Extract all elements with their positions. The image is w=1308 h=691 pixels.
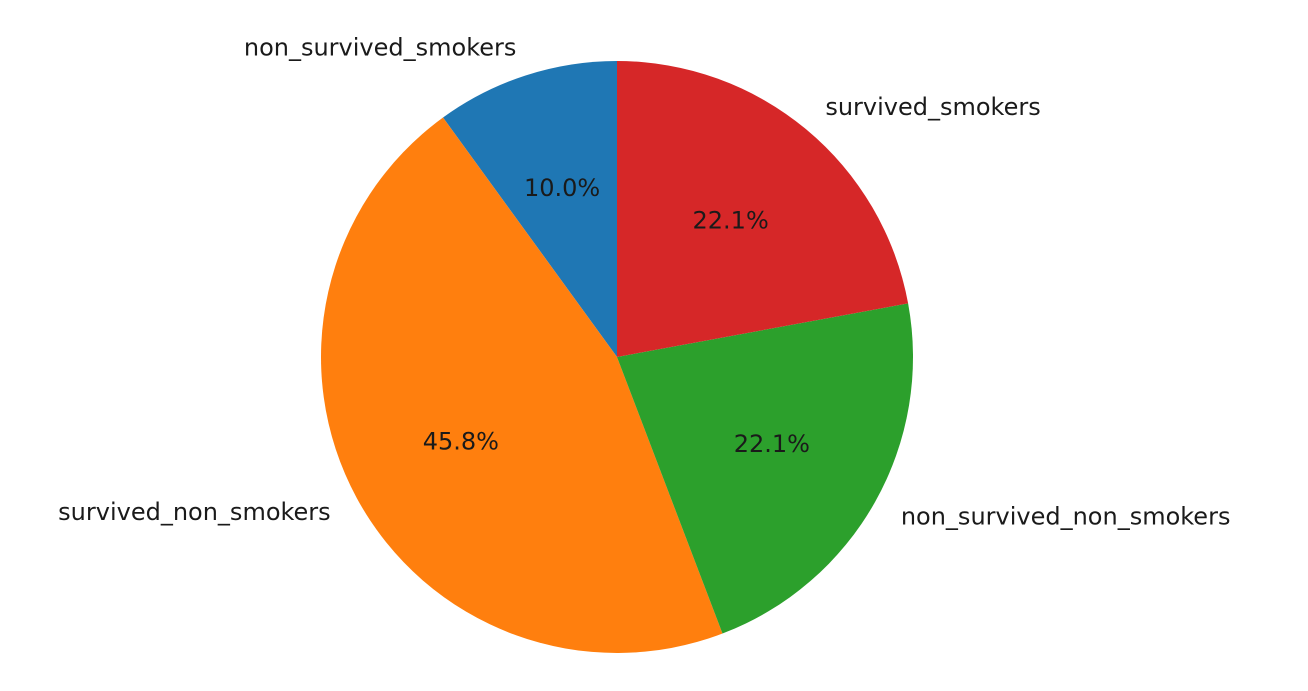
percent-label: 22.1% — [693, 207, 769, 235]
slice-label: survived_non_smokers — [58, 498, 331, 526]
slice-label: non_survived_smokers — [244, 33, 517, 61]
pie-slice-survived-non-smokers — [321, 117, 723, 653]
percent-label: 45.8% — [423, 428, 499, 456]
slice-label: survived_smokers — [825, 93, 1040, 121]
percent-labels: 10.0% 45.8% 22.1% 22.1% — [423, 174, 810, 458]
percent-label: 22.1% — [734, 430, 810, 458]
pie-slice-survived-smokers — [617, 61, 909, 357]
pie-slice-non-survived-smokers — [443, 61, 617, 357]
percent-label: 10.0% — [524, 174, 600, 202]
slice-labels: non_survived_smokers survived_non_smokers… — [58, 33, 1230, 530]
pie-slice-non-survived-non-smokers — [617, 303, 913, 634]
slice-label: non_survived_non_smokers — [901, 503, 1231, 531]
pie-slices — [321, 61, 913, 653]
